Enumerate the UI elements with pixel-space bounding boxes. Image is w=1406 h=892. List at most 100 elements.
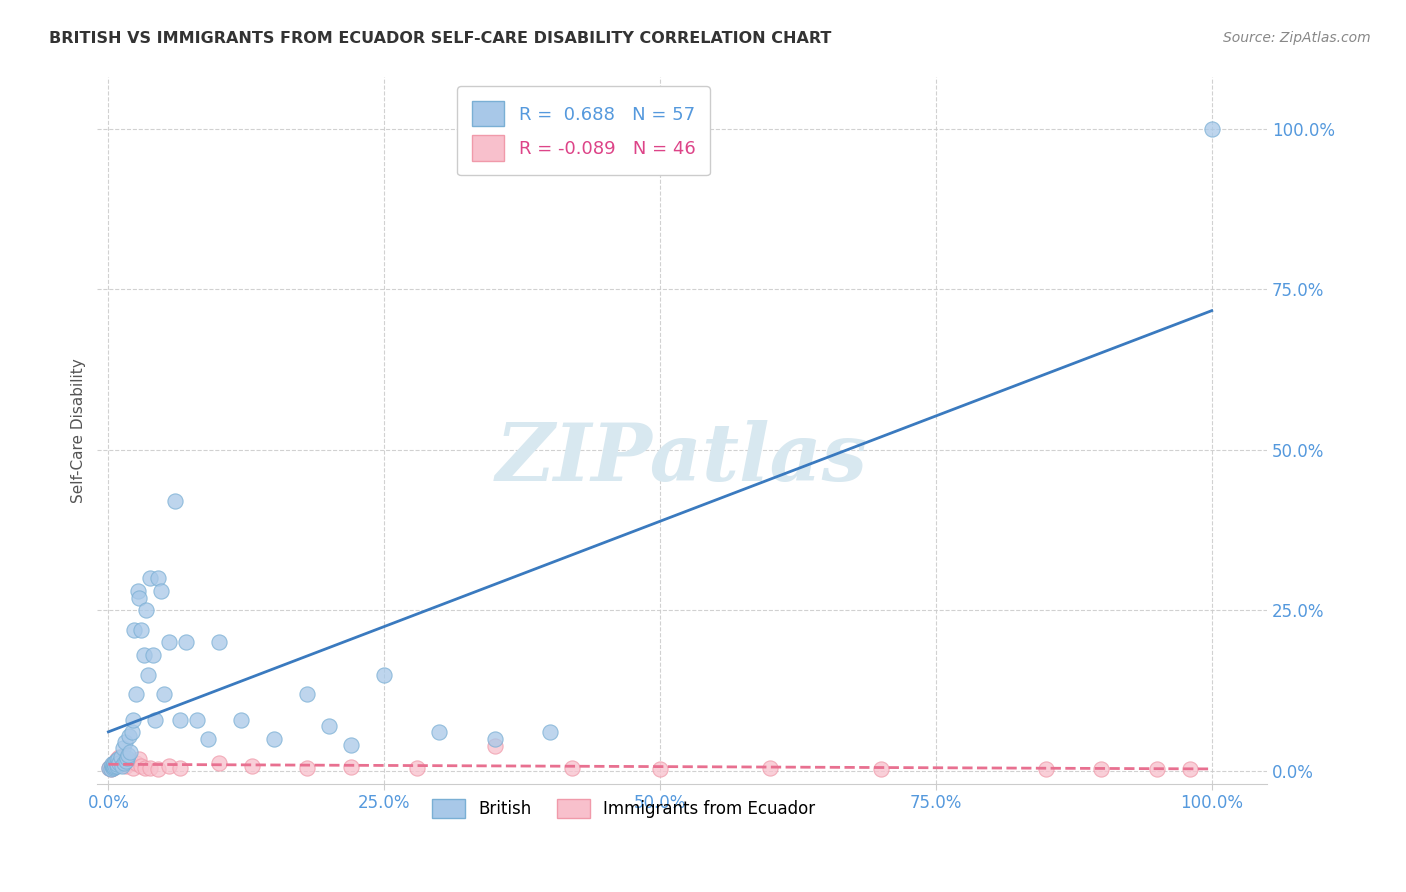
Point xyxy=(100,759,122,773)
Point xyxy=(340,760,363,774)
Point xyxy=(157,758,180,772)
Point xyxy=(263,731,285,746)
Point xyxy=(169,761,191,775)
Point xyxy=(105,759,128,773)
Point xyxy=(111,758,134,772)
Point xyxy=(132,648,155,663)
Point xyxy=(98,761,121,775)
Point xyxy=(121,725,143,739)
Point xyxy=(340,738,363,752)
Point xyxy=(134,761,156,775)
Point xyxy=(150,584,173,599)
Point xyxy=(125,756,148,771)
Point xyxy=(108,756,131,771)
Point xyxy=(163,494,186,508)
Point xyxy=(105,752,128,766)
Point xyxy=(295,761,318,775)
Point xyxy=(100,757,122,772)
Point xyxy=(373,667,395,681)
Text: Source: ZipAtlas.com: Source: ZipAtlas.com xyxy=(1223,31,1371,45)
Point xyxy=(1090,762,1112,776)
Point xyxy=(110,749,132,764)
Point xyxy=(105,759,128,773)
Point xyxy=(105,754,128,768)
Point xyxy=(111,754,134,768)
Point xyxy=(101,761,124,775)
Point xyxy=(115,754,138,768)
Point xyxy=(131,623,153,637)
Point xyxy=(103,760,125,774)
Point xyxy=(103,760,125,774)
Point xyxy=(100,759,122,773)
Point xyxy=(136,667,159,681)
Point xyxy=(104,758,127,772)
Point xyxy=(100,758,122,772)
Point xyxy=(125,687,148,701)
Point xyxy=(115,758,138,772)
Point xyxy=(169,713,191,727)
Point xyxy=(128,591,150,605)
Point xyxy=(174,635,197,649)
Point xyxy=(110,756,132,771)
Point xyxy=(648,762,671,776)
Point xyxy=(107,752,129,766)
Point xyxy=(111,751,134,765)
Point xyxy=(484,739,506,754)
Point xyxy=(117,747,139,762)
Point xyxy=(114,754,136,768)
Point xyxy=(117,756,139,771)
Point xyxy=(1146,762,1168,776)
Point xyxy=(139,571,162,585)
Point xyxy=(406,761,429,775)
Point xyxy=(157,635,180,649)
Point xyxy=(146,762,169,776)
Point xyxy=(538,725,561,739)
Point xyxy=(101,761,124,775)
Point xyxy=(128,752,150,766)
Point xyxy=(101,758,124,772)
Point xyxy=(135,603,157,617)
Point xyxy=(105,757,128,772)
Point xyxy=(229,713,252,727)
Point xyxy=(115,751,138,765)
Point xyxy=(105,754,128,768)
Point xyxy=(101,757,124,772)
Point xyxy=(98,761,121,775)
Point xyxy=(100,761,122,775)
Legend: British, Immigrants from Ecuador: British, Immigrants from Ecuador xyxy=(425,792,823,825)
Point xyxy=(1178,762,1201,776)
Text: ZIPatlas: ZIPatlas xyxy=(496,420,868,498)
Point xyxy=(186,713,208,727)
Point xyxy=(120,754,142,768)
Point xyxy=(759,761,782,775)
Text: BRITISH VS IMMIGRANTS FROM ECUADOR SELF-CARE DISABILITY CORRELATION CHART: BRITISH VS IMMIGRANTS FROM ECUADOR SELF-… xyxy=(49,31,831,46)
Point xyxy=(561,761,583,775)
Point xyxy=(197,731,219,746)
Point xyxy=(152,687,174,701)
Point xyxy=(429,725,451,739)
Point xyxy=(122,623,145,637)
Point xyxy=(143,713,166,727)
Point xyxy=(121,761,143,775)
Point xyxy=(131,758,153,772)
Point xyxy=(111,741,134,756)
Point xyxy=(208,635,231,649)
Point xyxy=(112,757,135,772)
Y-axis label: Self-Care Disability: Self-Care Disability xyxy=(72,359,86,503)
Point xyxy=(484,731,506,746)
Point xyxy=(141,648,163,663)
Point xyxy=(127,584,149,599)
Point xyxy=(118,729,141,743)
Point xyxy=(103,756,125,771)
Point xyxy=(107,757,129,772)
Point xyxy=(104,758,127,772)
Point xyxy=(100,762,122,776)
Point xyxy=(100,762,122,776)
Point xyxy=(139,761,162,775)
Point xyxy=(318,719,340,733)
Point xyxy=(103,756,125,771)
Point xyxy=(146,571,169,585)
Point xyxy=(1035,762,1057,776)
Point xyxy=(108,749,131,764)
Point xyxy=(208,756,231,771)
